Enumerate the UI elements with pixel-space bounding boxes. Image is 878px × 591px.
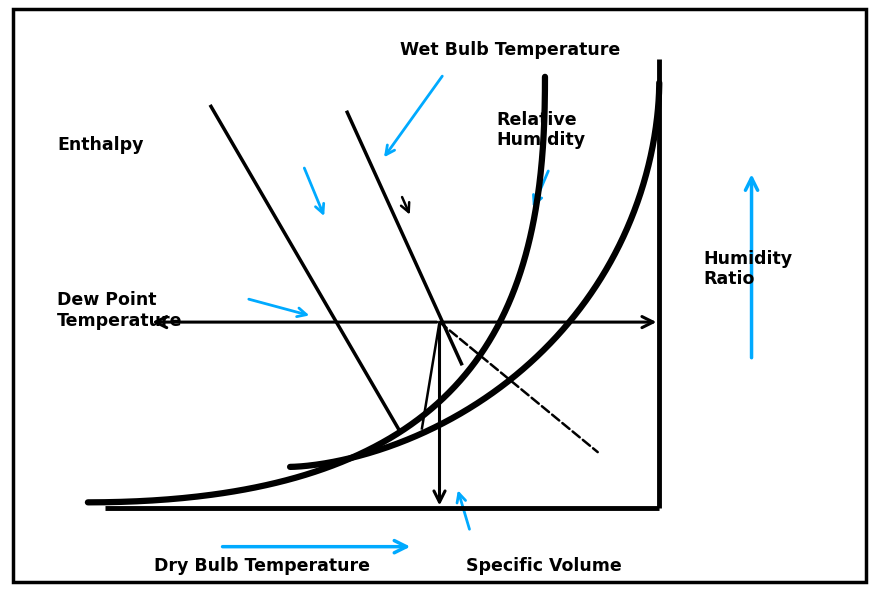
Text: Humidity
Ratio: Humidity Ratio bbox=[702, 249, 791, 288]
Text: Dry Bulb Temperature: Dry Bulb Temperature bbox=[154, 557, 370, 574]
Text: Specific Volume: Specific Volume bbox=[465, 557, 621, 574]
Text: Relative
Humidity: Relative Humidity bbox=[496, 111, 585, 150]
Text: Enthalpy: Enthalpy bbox=[57, 136, 143, 154]
Text: Wet Bulb Temperature: Wet Bulb Temperature bbox=[399, 41, 620, 59]
Text: Dew Point
Temperature: Dew Point Temperature bbox=[57, 291, 183, 330]
